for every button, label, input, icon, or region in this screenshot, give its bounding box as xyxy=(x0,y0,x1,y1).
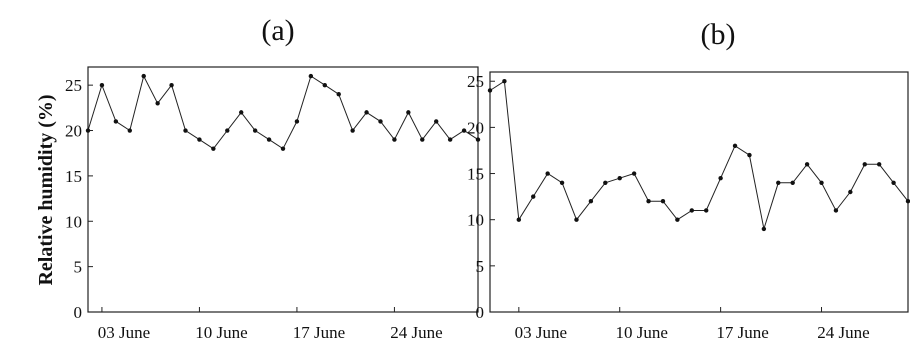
data-point xyxy=(747,152,752,158)
data-point xyxy=(392,137,397,142)
x-tick-label: 03 June xyxy=(98,323,150,342)
data-point xyxy=(588,199,594,204)
y-axis-a: 0 5 10 15 20 25 xyxy=(65,76,93,322)
x-tick-label: 24 June xyxy=(390,323,442,342)
y-tick-label: 20 xyxy=(65,122,82,141)
series-points-a xyxy=(85,73,481,151)
y-tick-label: 25 xyxy=(65,76,82,95)
data-point xyxy=(848,189,853,195)
data-point xyxy=(239,110,244,115)
data-point xyxy=(603,180,608,185)
data-point xyxy=(266,137,272,142)
panel-a: (a) Relative humidity (%) 0 5 10 15 20 25 03 … xyxy=(35,14,481,342)
data-point xyxy=(336,92,341,97)
data-point xyxy=(905,199,910,204)
panel-a-label: (a) xyxy=(261,14,294,47)
data-point xyxy=(689,208,694,213)
data-point xyxy=(420,137,425,142)
y-tick-label: 20 xyxy=(467,118,484,137)
data-point xyxy=(280,146,286,151)
y-tick-label: 10 xyxy=(65,212,82,231)
data-point xyxy=(559,180,565,185)
data-point xyxy=(531,194,536,199)
data-point xyxy=(378,119,383,124)
data-point xyxy=(660,199,666,204)
x-tick-label: 24 June xyxy=(817,323,869,342)
data-point xyxy=(704,208,709,213)
data-point xyxy=(141,73,146,79)
data-point xyxy=(862,162,867,167)
data-point xyxy=(475,137,481,142)
y-tick-label: 5 xyxy=(476,257,485,276)
panel-b-label: (b) xyxy=(701,18,736,51)
data-point xyxy=(252,128,258,133)
data-point xyxy=(183,128,188,133)
data-point xyxy=(876,162,882,167)
plot-frame-a xyxy=(87,66,479,313)
data-point xyxy=(502,79,507,84)
y-axis-label: Relative humidity (%) xyxy=(35,94,57,285)
data-point xyxy=(545,171,550,176)
data-point xyxy=(675,217,680,222)
data-point xyxy=(169,82,174,88)
data-point xyxy=(127,128,132,133)
x-tick-label: 17 June xyxy=(716,323,768,342)
x-tick-label: 17 June xyxy=(293,323,345,342)
plot-frame-b xyxy=(489,71,909,313)
x-axis-a: 03 June 10 June 17 June 24 June xyxy=(98,307,443,342)
series-line-b xyxy=(489,80,909,230)
x-tick-label: 03 June xyxy=(515,323,567,342)
y-tick-label: 25 xyxy=(467,72,484,91)
data-point xyxy=(732,143,738,149)
data-point xyxy=(447,137,453,142)
y-tick-label: 10 xyxy=(467,211,484,230)
y-axis-b: 0 5 10 15 20 25 xyxy=(467,72,495,322)
data-point xyxy=(718,175,723,181)
data-point xyxy=(516,217,522,222)
data-point xyxy=(406,110,411,115)
data-point xyxy=(322,82,327,88)
data-point xyxy=(761,226,767,232)
data-point xyxy=(364,110,369,115)
data-point xyxy=(574,217,579,222)
series-points-b xyxy=(487,79,910,232)
data-point xyxy=(891,180,896,185)
data-point xyxy=(631,171,637,176)
x-axis-b: 03 June 10 June 17 June 24 June xyxy=(515,307,870,342)
data-point xyxy=(617,175,622,181)
data-point xyxy=(487,88,493,93)
data-point xyxy=(804,162,810,167)
y-tick-label: 15 xyxy=(65,167,82,186)
x-tick-label: 10 June xyxy=(616,323,668,342)
data-point xyxy=(776,180,781,185)
data-point xyxy=(197,137,202,142)
data-point xyxy=(155,101,160,106)
series-line-a xyxy=(87,74,479,150)
y-tick-label: 15 xyxy=(467,165,484,184)
data-point xyxy=(113,119,119,124)
data-point xyxy=(211,146,216,151)
data-point xyxy=(819,180,824,185)
data-point xyxy=(833,208,839,213)
data-point xyxy=(85,128,91,133)
data-point xyxy=(646,199,651,204)
data-point xyxy=(99,82,105,88)
data-point xyxy=(225,128,230,133)
data-point xyxy=(308,73,314,79)
data-point xyxy=(434,119,439,124)
data-point xyxy=(294,119,300,124)
y-tick-label: 5 xyxy=(74,258,83,277)
y-tick-label: 0 xyxy=(74,303,83,322)
panel-b: (b) 0 5 10 15 20 25 03 June 10 June 17 June 24 J… xyxy=(467,18,910,342)
y-tick-label: 0 xyxy=(476,303,485,322)
data-point xyxy=(461,128,467,133)
data-point xyxy=(790,180,795,185)
x-tick-label: 10 June xyxy=(195,323,247,342)
data-point xyxy=(350,128,355,133)
